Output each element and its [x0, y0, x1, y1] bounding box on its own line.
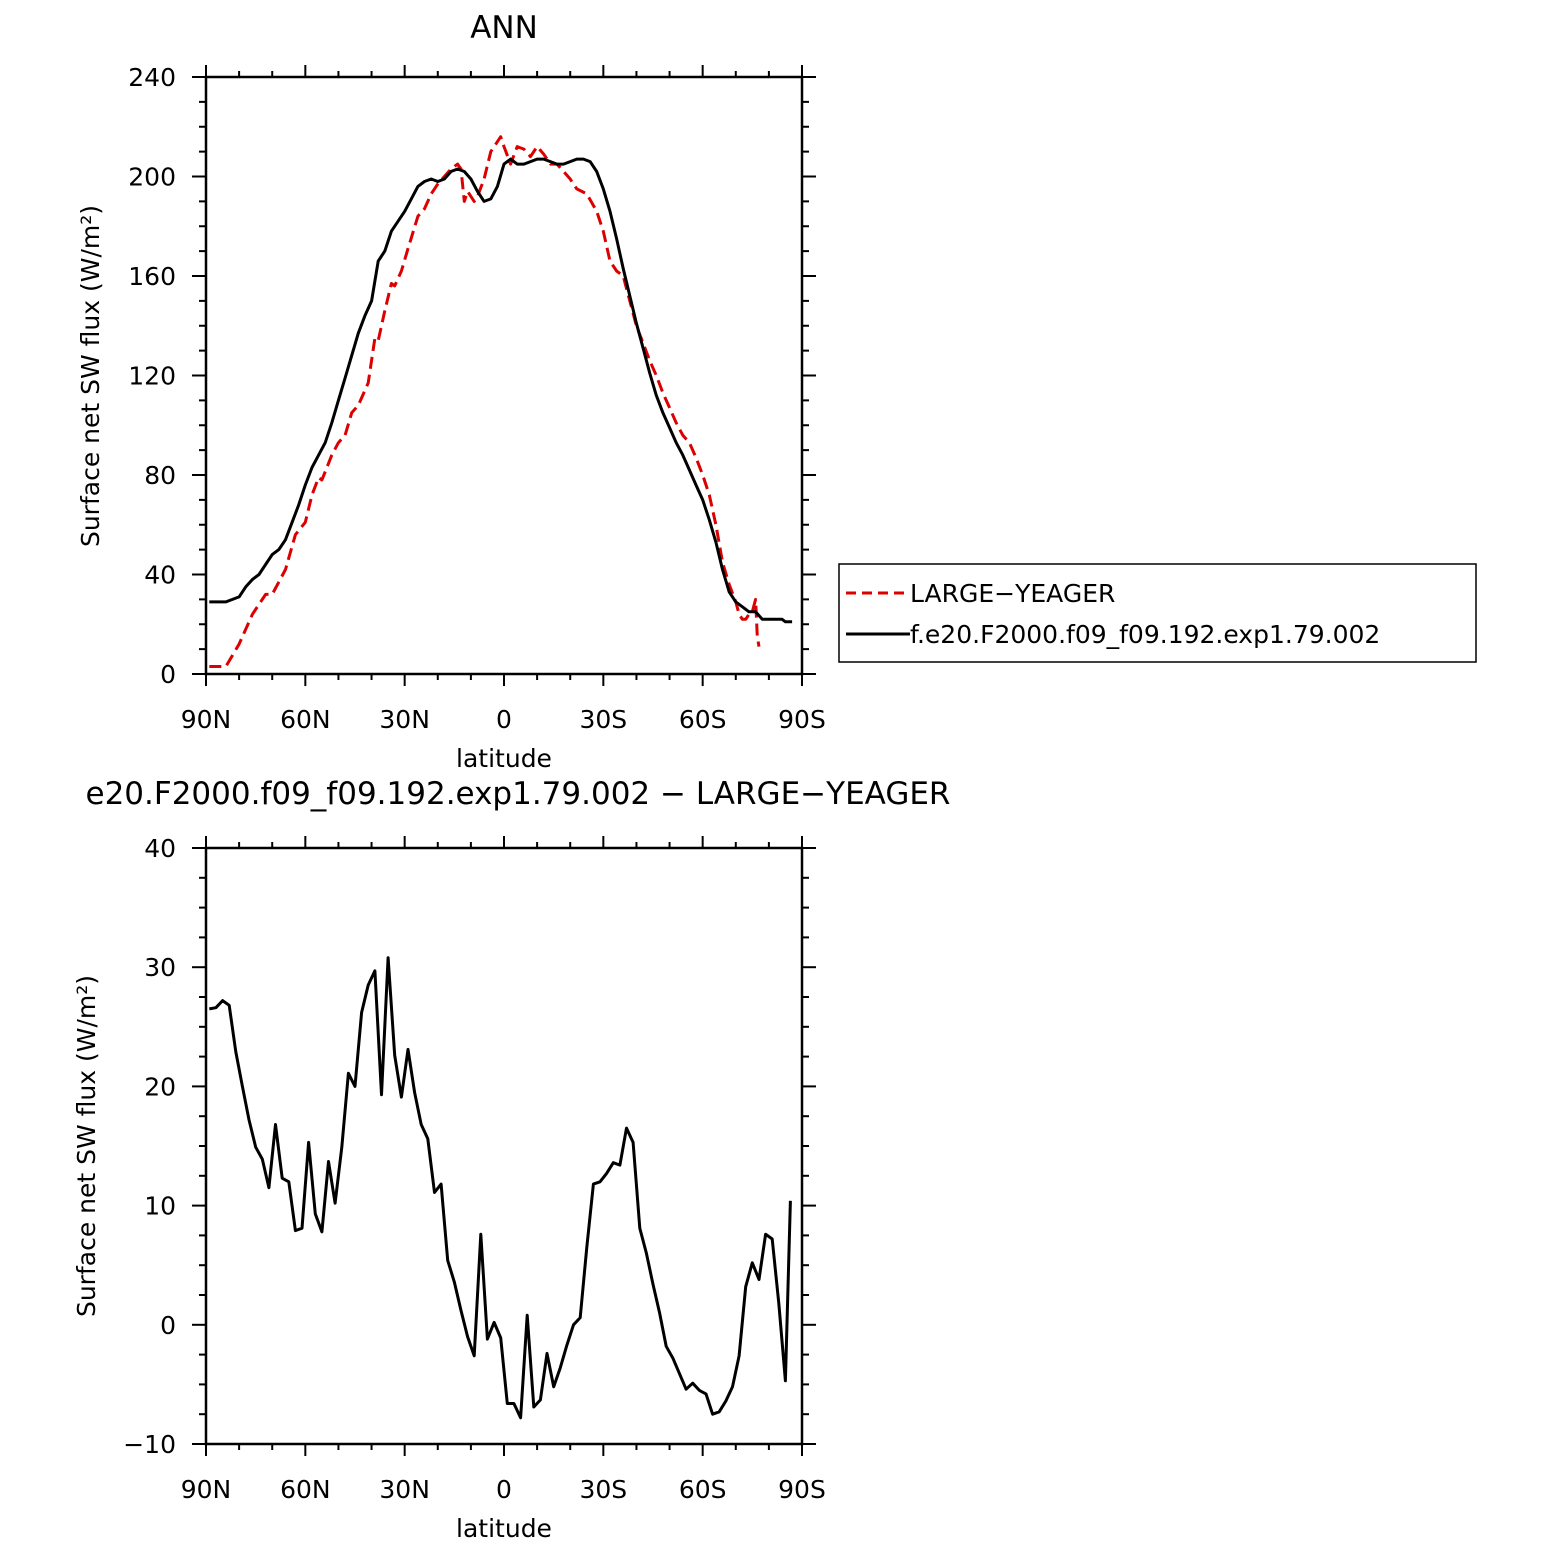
bottom-x-tick-label: 60N — [280, 1475, 331, 1504]
top-y-tick-label: 0 — [160, 660, 176, 689]
top-y-ticks: 0 40 80 120 160 200 240 — [128, 63, 816, 689]
bottom-x-tick-label: 60S — [679, 1475, 727, 1504]
top-y-tick-label: 120 — [128, 362, 176, 391]
top-series-line — [209, 157, 793, 624]
top-series-group — [209, 135, 793, 668]
legend: LARGE−YEAGER f.e20.F2000.f09_f09.192.exp… — [838, 563, 1477, 663]
bottom-x-tick-label: 30S — [579, 1475, 627, 1504]
bottom-y-axis-title: Surface net SW flux (W/m²) — [72, 975, 101, 1317]
top-x-tick-label: 30N — [379, 705, 430, 734]
top-chart: ANN 90N 60N 30N 0 30S 60S 90S 0 40 80 120 160 200 24… — [76, 10, 1477, 773]
bottom-series-line — [209, 956, 792, 1420]
legend-label-large-yeager: LARGE−YEAGER — [910, 579, 1115, 608]
bottom-y-tick-label: 10 — [144, 1192, 176, 1221]
bottom-series-group — [209, 956, 792, 1420]
top-x-tick-label: 90N — [181, 705, 232, 734]
top-y-tick-label: 160 — [128, 262, 176, 291]
bottom-y-tick-label: 40 — [144, 834, 176, 863]
top-x-ticks: 90N 60N 30N 0 30S 60S 90S — [181, 65, 826, 734]
top-x-tick-label: 90S — [778, 705, 826, 734]
legend-label-model: f.e20.F2000.f09_f09.192.exp1.79.002 — [910, 620, 1380, 649]
top-y-tick-label: 40 — [144, 561, 176, 590]
top-x-axis-title: latitude — [456, 744, 552, 773]
top-y-tick-label: 80 — [144, 461, 176, 490]
top-x-tick-label: 60N — [280, 705, 331, 734]
bottom-chart: e20.F2000.f09_f09.192.exp1.79.002 − LARG… — [72, 776, 950, 1543]
bottom-x-axis-title: latitude — [456, 1514, 552, 1543]
top-x-tick-label: 60S — [679, 705, 727, 734]
top-x-tick-label: 0 — [496, 705, 512, 734]
top-series-line — [209, 135, 761, 668]
bottom-y-tick-label: 30 — [144, 953, 176, 982]
legend-box — [838, 563, 1477, 663]
bottom-x-ticks: 90N 60N 30N 0 30S 60S 90S — [181, 836, 826, 1504]
bottom-y-tick-label: 20 — [144, 1072, 176, 1101]
bottom-x-tick-label: 90N — [181, 1475, 232, 1504]
top-y-axis-title: Surface net SW flux (W/m²) — [76, 205, 105, 547]
bottom-chart-title: e20.F2000.f09_f09.192.exp1.79.002 − LARG… — [86, 776, 951, 812]
top-y-tick-label: 200 — [128, 163, 176, 192]
bottom-x-tick-label: 90S — [778, 1475, 826, 1504]
top-chart-title: ANN — [470, 10, 538, 46]
bottom-x-tick-label: 0 — [496, 1475, 512, 1504]
bottom-y-tick-label: −10 — [123, 1430, 176, 1459]
bottom-chart-frame — [204, 846, 804, 1446]
top-x-tick-label: 30S — [579, 705, 627, 734]
bottom-y-tick-label: 0 — [160, 1311, 176, 1340]
bottom-x-tick-label: 30N — [379, 1475, 430, 1504]
top-y-tick-label: 240 — [128, 63, 176, 92]
bottom-y-ticks: −10 0 10 20 30 40 — [123, 834, 816, 1459]
